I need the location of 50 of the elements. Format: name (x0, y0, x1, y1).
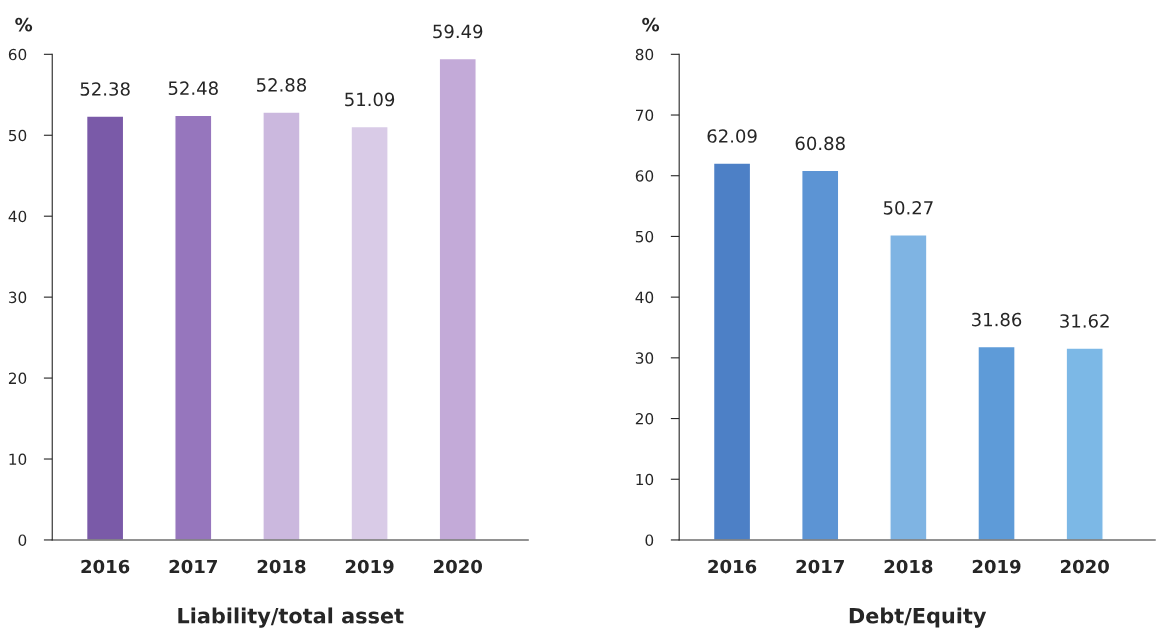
x-tick-label: 2018 (257, 559, 306, 574)
x-tick-label: 2016 (708, 559, 757, 574)
data-label: 52.48 (168, 81, 218, 96)
y-tick-label: 30 (635, 352, 654, 364)
y-tick-label: 50 (8, 129, 27, 142)
y-tick-label: 60 (635, 170, 654, 182)
data-label: 31.62 (1060, 314, 1109, 328)
data-label: 51.09 (345, 92, 395, 107)
data-label: 52.38 (80, 82, 130, 96)
bar (262, 111, 301, 540)
y-tick-label: 80 (635, 48, 654, 61)
bar (350, 125, 389, 540)
x-tick-label: 2018 (884, 559, 933, 574)
y-tick-label: 50 (635, 230, 654, 243)
bar (977, 345, 1016, 540)
bar (712, 162, 752, 540)
y-tick-label: 40 (8, 210, 27, 223)
y-tick-label: 10 (9, 453, 27, 466)
data-label: 60.88 (795, 136, 845, 151)
y-tick-label: 10 (636, 473, 654, 486)
x-axis-title: Liability/total asset (178, 607, 404, 628)
bar (174, 114, 213, 540)
y-axis-title: % (15, 17, 33, 32)
y-tick-label: 0 (645, 534, 654, 546)
x-tick-label: 2020 (434, 559, 482, 574)
bar (1065, 347, 1104, 540)
x-tick-label: 2020 (1060, 559, 1109, 574)
x-tick-label: 2019 (972, 559, 1021, 574)
bar (889, 234, 928, 540)
data-label: 62.09 (707, 129, 757, 143)
bar (801, 169, 840, 540)
y-tick-label: 40 (635, 291, 654, 304)
y-tick-label: 0 (18, 534, 27, 546)
bar (85, 115, 125, 540)
x-tick-label: 2019 (345, 559, 394, 574)
x-tick-label: 2016 (81, 559, 130, 574)
y-tick-label: 20 (635, 413, 654, 425)
y-tick-label: 20 (8, 372, 27, 385)
y-axis-title: % (642, 17, 660, 32)
data-label: 31.86 (972, 312, 1022, 327)
x-tick-label: 2017 (796, 559, 844, 574)
bar (438, 57, 477, 540)
y-tick-label: 70 (636, 109, 654, 122)
data-label: 50.27 (883, 200, 933, 215)
y-tick-label: 60 (8, 48, 27, 61)
data-label: 59.49 (433, 24, 483, 39)
x-tick-label: 2017 (169, 559, 217, 574)
y-tick-label: 30 (8, 291, 27, 304)
data-label: 52.88 (256, 78, 307, 92)
x-axis-title: Debt/Equity (849, 607, 987, 628)
